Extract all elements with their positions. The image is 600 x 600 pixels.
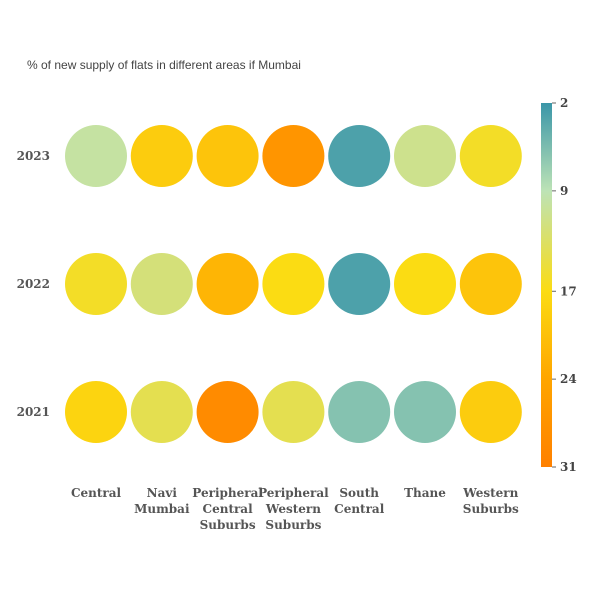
colorbar-tick-label: 24 xyxy=(560,372,577,386)
x-tick-label: Thane xyxy=(404,486,446,500)
heatmap-cell-2022-5 xyxy=(328,253,391,315)
colorbar-tick-label: 31 xyxy=(560,460,577,474)
colorbar-tick-label: 2 xyxy=(560,96,568,110)
colorbar-gradient xyxy=(541,103,552,467)
heatmap-cell-2023-4 xyxy=(262,125,325,187)
heatmap-cell-2023-2 xyxy=(130,125,193,187)
heatmap-cell-2023-6 xyxy=(394,125,456,187)
colorbar-ticks: 2 9 17 24 31 xyxy=(552,96,577,474)
x-tick-label: South Central xyxy=(334,486,385,516)
heatmap-cell-2022-1 xyxy=(65,253,127,315)
heatmap-cell-2021-2 xyxy=(130,381,193,443)
x-tick-label: Western Suburbs xyxy=(462,486,519,516)
x-tick-label: Central xyxy=(71,486,122,500)
heatmap-cell-2022-3 xyxy=(196,253,259,315)
y-tick-label: 2023 xyxy=(17,149,50,163)
y-tick-label: 2022 xyxy=(17,277,50,291)
heatmap-cells xyxy=(65,125,522,443)
heatmap-cell-2022-4 xyxy=(262,253,325,315)
colorbar-legend: 2 9 17 24 31 xyxy=(541,96,577,474)
colorbar-tick-label: 17 xyxy=(560,284,577,298)
chart-title: % of new supply of flats in different ar… xyxy=(27,58,301,72)
heatmap-cell-2023-5 xyxy=(328,125,391,187)
y-axis-tick-labels: 2023 2022 2021 xyxy=(17,149,50,419)
heatmap-cell-2023-3 xyxy=(196,125,259,187)
x-tick-label: Peripheral Western Suburbs xyxy=(258,486,329,532)
heatmap-cell-2022-7 xyxy=(459,253,522,315)
heatmap-cell-2021-6 xyxy=(394,381,456,443)
x-tick-label: Peripheral Central Suburbs xyxy=(192,486,263,532)
heatmap-cell-2021-4 xyxy=(262,381,325,443)
heatmap-cell-2022-6 xyxy=(394,253,456,315)
colorbar-tick-label: 9 xyxy=(560,184,568,198)
heatmap-cell-2021-5 xyxy=(328,381,391,443)
heatmap-cell-2021-7 xyxy=(459,381,522,443)
heatmap-cell-2023-1 xyxy=(65,125,127,187)
heatmap-cell-2023-7 xyxy=(459,125,522,187)
heatmap-cell-2022-2 xyxy=(130,253,193,315)
x-tick-label: Navi Mumbai xyxy=(134,486,190,516)
heatmap-cell-2021-1 xyxy=(65,381,127,443)
heatmap-cell-2021-3 xyxy=(196,381,259,443)
y-tick-label: 2021 xyxy=(17,405,50,419)
